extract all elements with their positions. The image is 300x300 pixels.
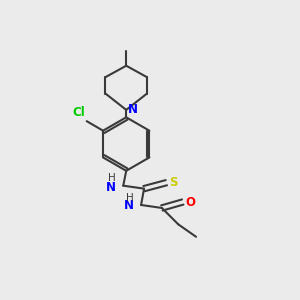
Text: H: H	[108, 173, 116, 183]
Text: N: N	[128, 103, 138, 116]
Text: N: N	[106, 181, 116, 194]
Text: S: S	[169, 176, 177, 189]
Text: O: O	[185, 196, 195, 208]
Text: N: N	[124, 199, 134, 212]
Text: Cl: Cl	[72, 106, 85, 119]
Text: H: H	[126, 193, 134, 202]
